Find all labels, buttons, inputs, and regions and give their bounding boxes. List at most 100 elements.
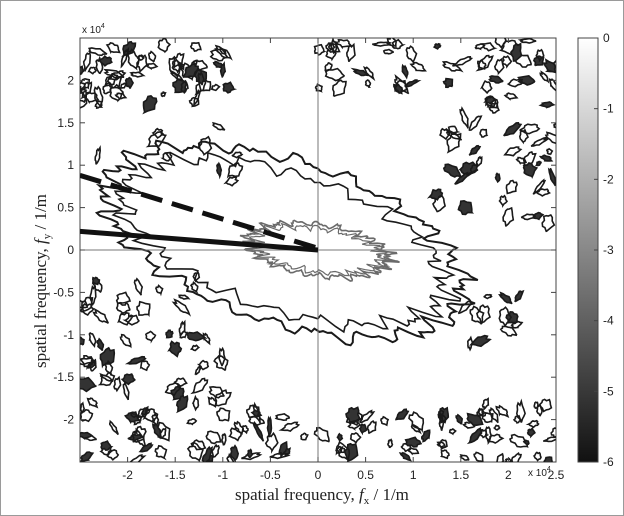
noise-contour xyxy=(186,441,204,462)
noise-contour xyxy=(80,299,89,309)
noise-contour xyxy=(99,346,116,369)
noise-contour xyxy=(509,42,523,63)
noise-contour xyxy=(269,452,291,460)
noise-contour xyxy=(96,54,113,67)
noise-contour xyxy=(131,425,147,443)
noise-contour xyxy=(498,291,513,305)
noise-contour xyxy=(366,419,377,435)
noise-contour xyxy=(202,332,211,346)
noise-contour xyxy=(345,42,356,62)
colorbar-tick-label: 0 xyxy=(603,31,610,45)
noise-contour xyxy=(109,83,124,103)
noise-contour xyxy=(499,325,518,337)
noise-contour xyxy=(522,161,539,179)
noise-contour xyxy=(86,397,99,409)
noise-contour xyxy=(209,47,229,62)
noise-contour xyxy=(87,47,108,57)
noise-contour xyxy=(151,422,162,440)
noise-contour xyxy=(496,452,506,462)
noise-contour xyxy=(142,408,159,424)
noise-contour xyxy=(96,337,105,351)
noise-contour xyxy=(536,404,543,417)
noise-contour xyxy=(466,335,474,352)
noise-contour xyxy=(535,188,552,197)
noise-contour xyxy=(518,128,529,145)
noise-contour xyxy=(126,48,140,71)
noise-contour xyxy=(97,371,116,387)
noise-contour xyxy=(519,123,541,135)
y-axis-label: spatial frequency, fy / 1/m xyxy=(31,194,53,368)
noise-contour xyxy=(278,440,290,458)
noise-contour xyxy=(216,407,231,422)
noise-contour xyxy=(542,58,556,74)
y-tick-label: 0 xyxy=(67,243,74,257)
noise-contour xyxy=(94,100,104,110)
x-tick-label: 2 xyxy=(505,468,512,482)
noise-contour xyxy=(532,178,547,195)
direction-lines xyxy=(80,172,319,253)
noise-contour xyxy=(331,79,347,98)
noise-contour xyxy=(338,446,346,454)
noise-contour xyxy=(488,101,500,114)
x-tick-label: 0.5 xyxy=(357,468,374,482)
noise-contour xyxy=(95,55,104,75)
noise-contour xyxy=(136,54,148,74)
noise-contour xyxy=(278,421,301,433)
noise-contour xyxy=(492,424,501,431)
y-tick-label: -0.5 xyxy=(53,285,74,299)
noise-contour xyxy=(404,79,422,88)
noise-contour xyxy=(89,283,97,306)
noise-contour xyxy=(216,161,223,180)
noise-contour xyxy=(530,136,549,147)
noise-contour xyxy=(145,130,167,148)
noise-contour xyxy=(80,401,86,414)
noise-contour xyxy=(358,409,376,424)
x-tick-label: -0.5 xyxy=(260,468,281,482)
contour-inner-6 xyxy=(111,151,462,334)
y-tick-label: 1 xyxy=(67,158,74,172)
noise-contour xyxy=(124,355,147,365)
tick-marks: -2 -1.5 -1 -0.5 0 0.5 1 1.5 2 2.5 2 1.5 1 0.5 0 -0.5 -1 -… xyxy=(53,38,565,482)
noise-contour xyxy=(531,211,545,221)
noise-contour xyxy=(231,151,244,159)
noise-contour xyxy=(228,427,243,442)
noise-contour xyxy=(164,382,182,397)
noise-contour xyxy=(438,413,445,431)
noise-contour xyxy=(189,41,202,53)
noise-contour xyxy=(274,413,291,422)
noise-contour xyxy=(505,179,518,195)
colorbar-tick-label: -5 xyxy=(603,384,614,398)
noise-contour xyxy=(115,301,131,315)
noise-contour xyxy=(109,419,119,436)
noise-contour xyxy=(501,55,513,69)
noise-contour xyxy=(420,429,431,443)
noise-contour xyxy=(324,67,346,82)
noise-contour xyxy=(552,122,556,129)
y-axis-multiplier: x 104 xyxy=(82,23,105,36)
noise-contour xyxy=(115,291,132,306)
noise-contour xyxy=(408,411,425,434)
noise-contour xyxy=(502,206,515,227)
noise-contour xyxy=(194,365,202,376)
noise-contour xyxy=(483,95,497,105)
noise-contour xyxy=(394,79,408,95)
noise-contour xyxy=(325,42,341,53)
x-tick-label: -2 xyxy=(122,468,133,482)
noise-contour xyxy=(226,452,235,462)
noise-contour xyxy=(504,457,513,462)
noise-contour xyxy=(214,44,233,61)
noise-contour xyxy=(476,59,487,70)
noise-contour xyxy=(80,431,94,440)
y-tick-label: 1.5 xyxy=(57,116,74,130)
x-tick-label: -1 xyxy=(217,468,228,482)
noise-contour xyxy=(151,127,165,139)
x-tick-label: 1 xyxy=(410,468,417,482)
noise-contour xyxy=(139,360,151,372)
x-axis-label: spatial frequency, fx / 1/m xyxy=(235,485,409,507)
noise-contour xyxy=(186,331,208,342)
noise-contour xyxy=(169,69,184,82)
noise-contour xyxy=(171,298,192,317)
noise-contour xyxy=(372,41,392,47)
noise-contour xyxy=(119,333,132,349)
x-tick-label: 2.5 xyxy=(548,468,565,482)
